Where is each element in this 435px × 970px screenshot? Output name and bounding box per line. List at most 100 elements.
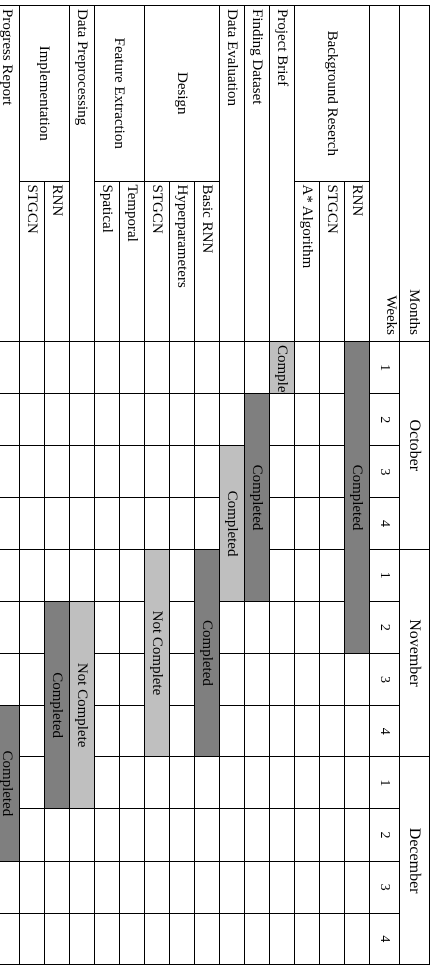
status-bar: Not Complete bbox=[69, 601, 95, 809]
task-label: STGCN bbox=[19, 181, 45, 342]
timeline-cell bbox=[194, 756, 220, 809]
header-weeks-row: Weeks 1 2 3 4 1 2 3 4 1 2 3 4 bbox=[369, 5, 400, 965]
timeline-cell bbox=[69, 913, 95, 965]
week-number: 2 bbox=[369, 808, 400, 862]
week-number: 1 bbox=[369, 341, 400, 394]
week-number: 4 bbox=[369, 913, 400, 965]
timeline-cell bbox=[294, 445, 320, 498]
timeline-cell bbox=[94, 861, 120, 914]
timeline-cell bbox=[294, 393, 320, 446]
timeline-cell bbox=[69, 497, 95, 550]
timeline-cell bbox=[319, 393, 345, 446]
task-row: Feature Extraction Temporal bbox=[94, 5, 145, 965]
timeline-cell bbox=[19, 497, 45, 550]
status-bar: Completed bbox=[244, 393, 270, 602]
timeline-cell bbox=[319, 497, 345, 550]
week-number: 2 bbox=[369, 601, 400, 654]
timeline-cell bbox=[169, 549, 195, 602]
status-bar: Completed bbox=[44, 601, 70, 809]
timeline-cell bbox=[94, 601, 120, 654]
timeline-cell bbox=[294, 341, 320, 394]
timeline-cell bbox=[244, 913, 270, 965]
timeline-cell bbox=[119, 549, 145, 602]
task-row: Background Reserch RNN Completed bbox=[294, 5, 370, 965]
timeline-cell bbox=[144, 497, 170, 550]
timeline-cell bbox=[169, 601, 195, 654]
timeline-cell bbox=[19, 913, 45, 965]
timeline-cell bbox=[94, 653, 120, 706]
timeline-cell bbox=[94, 393, 120, 446]
timeline-cell bbox=[44, 497, 70, 550]
timeline-cell bbox=[0, 913, 20, 965]
timeline-cell bbox=[169, 393, 195, 446]
task-label: RNN bbox=[344, 181, 370, 342]
week-number: 3 bbox=[369, 445, 400, 498]
timeline-cell bbox=[0, 497, 20, 550]
task-label: A* Algorithm bbox=[294, 181, 320, 342]
timeline-cell bbox=[94, 705, 120, 757]
task-label: Hyperparameters bbox=[169, 181, 195, 342]
timeline-cell bbox=[44, 445, 70, 498]
timeline-cell bbox=[169, 913, 195, 965]
timeline-cell bbox=[219, 913, 245, 965]
timeline-cell bbox=[19, 393, 45, 446]
task-row: Finding Dataset Completed bbox=[244, 5, 270, 965]
month-december: December bbox=[399, 756, 430, 965]
timeline-cell bbox=[119, 601, 145, 654]
timeline-cell bbox=[219, 393, 245, 446]
timeline-cell bbox=[294, 497, 320, 550]
timeline-cell bbox=[144, 913, 170, 965]
status-bar: Completed bbox=[0, 705, 20, 862]
timeline-cell bbox=[169, 341, 195, 394]
timeline-cell bbox=[119, 653, 145, 706]
timeline-cell bbox=[294, 705, 320, 757]
timeline-cell bbox=[0, 861, 20, 914]
timeline-cell bbox=[119, 705, 145, 757]
timeline-cell bbox=[244, 341, 270, 394]
month-november: November bbox=[399, 549, 430, 757]
timeline-cell bbox=[19, 861, 45, 914]
timeline-cell bbox=[69, 549, 95, 602]
header-months-row: Months October November December bbox=[399, 5, 430, 965]
timeline-cell bbox=[119, 808, 145, 862]
timeline-cell bbox=[219, 341, 245, 394]
timeline-cell bbox=[219, 705, 245, 757]
timeline-cell bbox=[19, 705, 45, 757]
timeline-cell bbox=[294, 653, 320, 706]
week-number: 2 bbox=[369, 393, 400, 446]
timeline-cell bbox=[169, 808, 195, 862]
group-label-background: Background Reserch bbox=[294, 5, 370, 182]
timeline-cell bbox=[319, 601, 345, 654]
status-bar: Completed bbox=[269, 341, 295, 394]
timeline-cell bbox=[194, 341, 220, 394]
timeline-cell bbox=[194, 497, 220, 550]
timeline-cell bbox=[319, 705, 345, 757]
timeline-cell bbox=[19, 445, 45, 498]
timeline-cell bbox=[269, 705, 295, 757]
timeline-cell bbox=[319, 913, 345, 965]
timeline-cell bbox=[319, 341, 345, 394]
timeline-cell bbox=[169, 861, 195, 914]
timeline-cell bbox=[0, 445, 20, 498]
group-label-implementation: Implementation bbox=[19, 5, 70, 182]
timeline-cell bbox=[19, 653, 45, 706]
task-label: STGCN bbox=[144, 181, 170, 342]
timeline-cell bbox=[269, 756, 295, 809]
timeline-cell bbox=[94, 341, 120, 394]
timeline-cell bbox=[269, 497, 295, 550]
timeline-cell bbox=[44, 393, 70, 446]
timeline-cell bbox=[219, 861, 245, 914]
timeline-cell bbox=[194, 393, 220, 446]
timeline-cell bbox=[244, 601, 270, 654]
timeline-cell bbox=[319, 445, 345, 498]
timeline-cell bbox=[69, 861, 95, 914]
timeline-cell bbox=[319, 653, 345, 706]
week-number: 4 bbox=[369, 705, 400, 757]
timeline-cell bbox=[19, 549, 45, 602]
month-october: October bbox=[399, 341, 430, 550]
timeline-cell bbox=[69, 341, 95, 394]
week-number: 1 bbox=[369, 756, 400, 809]
week-number: 4 bbox=[369, 497, 400, 550]
timeline-cell bbox=[144, 808, 170, 862]
timeline-cell bbox=[144, 445, 170, 498]
